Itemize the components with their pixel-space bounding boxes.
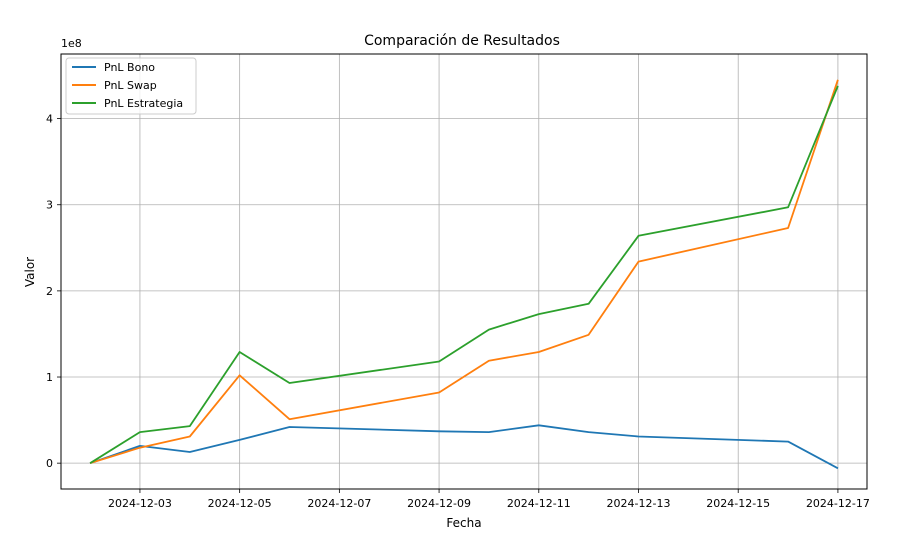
x-tick-label: 2024-12-03 [108, 497, 172, 510]
y-tick-label: 0 [46, 457, 53, 470]
legend-box [65, 57, 197, 115]
x-tick-label: 2024-12-05 [208, 497, 272, 510]
x-tick-label: 2024-12-09 [407, 497, 471, 510]
y-tick-label: 1 [46, 371, 53, 384]
y-tick-label: 2 [46, 285, 53, 298]
y-tick-label: 4 [46, 113, 53, 126]
x-tick-label: 2024-12-17 [806, 497, 870, 510]
y-scale-label: 1e8 [61, 37, 82, 50]
x-axis-ticks: 2024-12-03 2024-12-05 2024-12-07 2024-12-09… [108, 489, 870, 510]
y-tick-label: 3 [46, 199, 53, 212]
x-tick-label: 2024-12-07 [307, 497, 371, 510]
legend-label-estrategia: PnL Estrategia [104, 97, 183, 110]
plot-frame [60, 53, 868, 490]
x-tick-label: 2024-12-15 [706, 497, 770, 510]
chart-title: Comparación de Resultados [364, 33, 560, 49]
y-axis-ticks: 0 1 2 3 4 [46, 113, 61, 470]
x-tick-label: 2024-12-11 [507, 497, 571, 510]
series-line-bono [89, 424, 839, 470]
series-lines [89, 79, 839, 470]
legend-label-bono: PnL Bono [104, 61, 155, 74]
legend-label-swap: PnL Swap [104, 79, 157, 92]
series-line-swap [89, 79, 839, 465]
y-axis-label: Valor [23, 257, 37, 287]
legend: PnL Bono PnL Swap PnL Estrategia [65, 57, 197, 115]
x-tick-label: 2024-12-13 [607, 497, 671, 510]
grid [61, 54, 867, 489]
x-axis-label: Fecha [446, 516, 481, 530]
series-line-estrategia [89, 85, 839, 464]
